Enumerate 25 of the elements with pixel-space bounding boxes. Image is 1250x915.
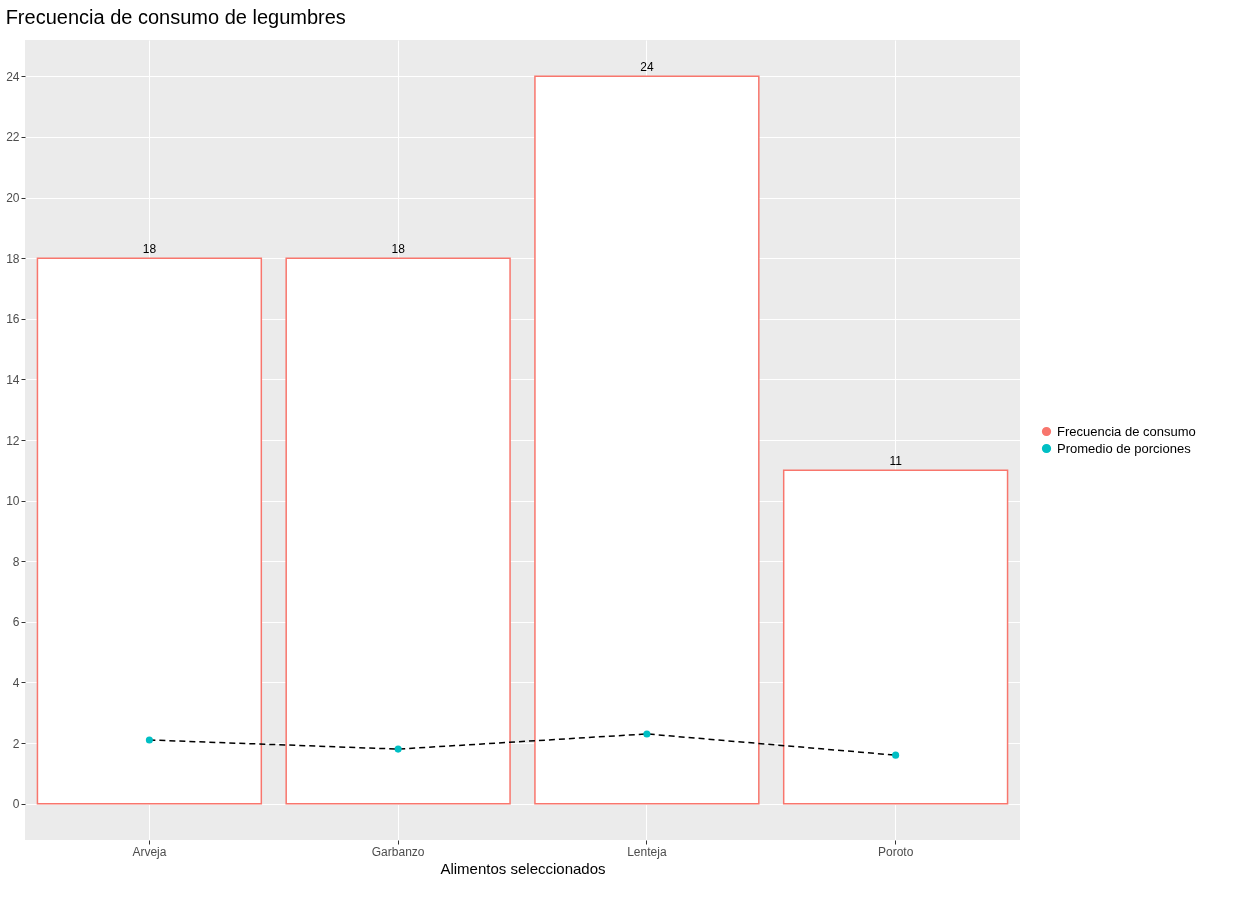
y-tick-label: 4 (12, 675, 20, 690)
data-label: 18 (142, 242, 157, 257)
y-tick-label: 20 (6, 191, 20, 206)
x-tick-label: Garbanzo (371, 844, 425, 859)
y-tick-label: 16 (6, 312, 20, 327)
y-tick-label: 2 (12, 736, 20, 751)
x-tick-label: Poroto (877, 844, 914, 859)
legend-label: Frecuencia de consumo (1057, 423, 1196, 439)
y-tick-label: 0 (12, 797, 20, 812)
y-tick-label: 18 (6, 251, 20, 266)
y-tick-label: 6 (12, 615, 20, 630)
x-tick-label: Arveja (132, 844, 167, 859)
data-label: 18 (391, 242, 406, 257)
x-tick-label: Lenteja (627, 844, 667, 859)
data-label: 11 (889, 454, 903, 469)
y-tick-label: 24 (6, 69, 20, 84)
x-axis-title: Alimentos seleccionados (440, 859, 606, 877)
data-label: 24 (640, 60, 654, 75)
y-tick-label: 10 (6, 494, 20, 509)
y-tick-label: 22 (6, 130, 20, 145)
legend-label: Promedio de porciones (1057, 440, 1192, 456)
y-tick-label: 12 (6, 433, 20, 448)
y-tick-label: 8 (12, 554, 20, 569)
chart-title: Frecuencia de consumo de legumbres (5, 6, 346, 28)
y-tick-label: 14 (6, 372, 20, 387)
